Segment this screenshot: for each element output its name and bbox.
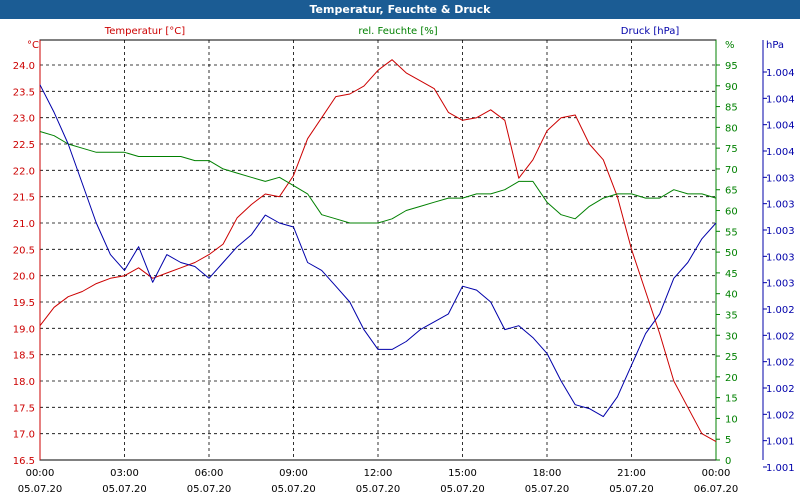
pressure-tick-label: 1.004	[766, 94, 795, 105]
temp-tick-label: 17.0	[13, 430, 35, 441]
x-tick-time: 00:00	[702, 468, 731, 479]
x-tick-time: 03:00	[110, 468, 139, 479]
pressure-tick-label: 1.002	[766, 358, 795, 369]
pressure-axis-title: Druck [hPa]	[621, 26, 680, 37]
temp-tick-label: 16.5	[13, 456, 35, 467]
x-tick-date: 05.07.20	[271, 484, 316, 495]
humidity-tick-label: 15	[725, 394, 738, 405]
humidity-tick-label: 80	[725, 123, 738, 134]
temp-tick-label: 17.5	[13, 403, 35, 414]
x-tick-time: 15:00	[448, 468, 477, 479]
humidity-tick-label: 35	[725, 310, 738, 321]
temp-tick-label: 20.5	[13, 245, 35, 256]
pressure-tick-label: 1.003	[766, 252, 795, 263]
pressure-tick-label: 1.001	[766, 437, 795, 448]
pressure-tick-label: 1.002	[766, 331, 795, 342]
humidity-tick-label: 55	[725, 227, 738, 238]
x-tick-date: 05.07.20	[18, 484, 63, 495]
temperature-series-line	[39, 59, 717, 443]
x-tick-time: 00:00	[26, 468, 55, 479]
x-tick-time: 06:00	[195, 468, 224, 479]
humidity-tick-label: 60	[725, 207, 738, 218]
humidity-unit-label: %	[725, 40, 735, 51]
humidity-tick-label: 75	[725, 144, 738, 155]
humidity-tick-label: 25	[725, 352, 738, 363]
x-tick-date: 05.07.20	[525, 484, 570, 495]
x-tick-date: 05.07.20	[187, 484, 232, 495]
temp-tick-label: 19.0	[13, 324, 35, 335]
temp-tick-label: 19.5	[13, 298, 35, 309]
humidity-tick-label: 0	[725, 456, 731, 467]
temp-tick-label: 24.0	[13, 61, 35, 72]
pressure-tick-label: 1.001	[766, 463, 795, 474]
temp-tick-label: 18.0	[13, 377, 35, 388]
temp-tick-label: 23.5	[13, 87, 35, 98]
temp-tick-label: 21.0	[13, 219, 35, 230]
x-tick-date: 05.07.20	[440, 484, 485, 495]
x-tick-date: 05.07.20	[356, 484, 401, 495]
pressure-tick-label: 1.002	[766, 410, 795, 421]
pressure-tick-label: 1.003	[766, 173, 795, 184]
x-tick-date: 05.07.20	[609, 484, 654, 495]
temp-tick-label: 23.0	[13, 114, 35, 125]
pressure-tick-label: 1.003	[766, 200, 795, 211]
x-tick-time: 12:00	[364, 468, 393, 479]
humidity-tick-label: 90	[725, 82, 738, 93]
humidity-tick-label: 20	[725, 373, 738, 384]
temp-tick-label: 20.0	[13, 272, 35, 283]
pressure-unit-label: hPa	[766, 40, 784, 51]
pressure-tick-label: 1.003	[766, 279, 795, 290]
temp-tick-label: 22.0	[13, 166, 35, 177]
humidity-tick-label: 70	[725, 165, 738, 176]
pressure-series-line	[39, 84, 717, 418]
temp-tick-label: 18.5	[13, 351, 35, 362]
humidity-tick-label: 45	[725, 269, 738, 280]
weather-chart: 24.0 23.5 23.0 22.5 22.0 21.5 21.0 20.5 20.0 19.5…	[0, 19, 800, 500]
chart-title: Temperatur, Feuchte & Druck	[0, 0, 800, 19]
humidity-series-line	[39, 131, 717, 224]
humidity-tick-label: 65	[725, 186, 738, 197]
temp-unit-label: °C	[27, 40, 39, 51]
humidity-tick-label: 40	[725, 290, 738, 301]
x-tick-time: 21:00	[617, 468, 646, 479]
humidity-tick-label: 50	[725, 248, 738, 259]
pressure-tick-label: 1.004	[766, 68, 795, 79]
humidity-tick-label: 5	[725, 435, 731, 446]
temp-axis-title: Temperatur [°C]	[104, 26, 185, 37]
humidity-axis-title: rel. Feuchte [%]	[358, 26, 437, 37]
temp-tick-label: 21.5	[13, 193, 35, 204]
humidity-tick-label: 10	[725, 414, 738, 425]
humidity-tick-label: 85	[725, 103, 738, 114]
x-tick-time: 09:00	[279, 468, 308, 479]
pressure-tick-label: 1.002	[766, 305, 795, 316]
pressure-tick-label: 1.002	[766, 384, 795, 395]
x-tick-date: 06.07.20	[694, 484, 739, 495]
temp-tick-label: 22.5	[13, 140, 35, 151]
humidity-tick-label: 95	[725, 61, 738, 72]
x-tick-date: 05.07.20	[102, 484, 147, 495]
humidity-tick-label: 30	[725, 331, 738, 342]
pressure-tick-label: 1.004	[766, 147, 795, 158]
x-tick-time: 18:00	[533, 468, 562, 479]
pressure-tick-label: 1.003	[766, 226, 795, 237]
pressure-tick-label: 1.004	[766, 121, 795, 132]
